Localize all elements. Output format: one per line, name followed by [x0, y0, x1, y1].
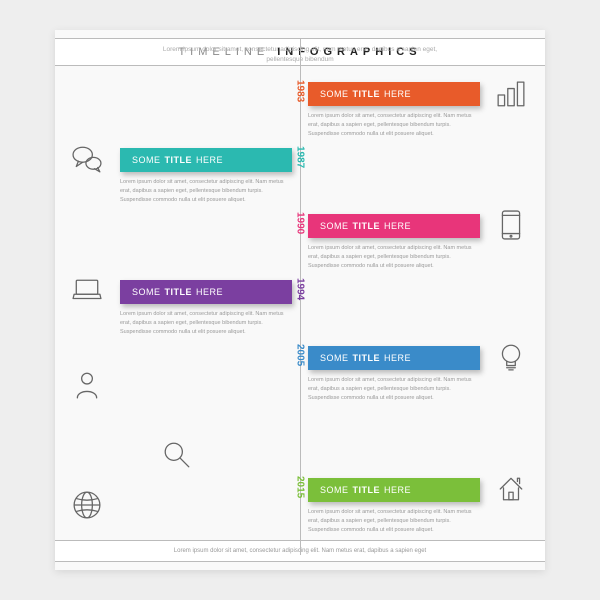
year-label-2005: 2005 [295, 344, 306, 366]
bulb-icon [496, 342, 526, 372]
tag-pre: SOME [132, 287, 161, 297]
bars-icon [496, 80, 526, 110]
globe-icon [72, 490, 102, 520]
tag-bold: TITLE [353, 485, 381, 495]
tag-post: HERE [384, 485, 411, 495]
tag-post: HERE [196, 155, 223, 165]
year-label-2015: 2015 [295, 476, 306, 498]
entry-body-0: Lorem ipsum dolor sit amet, consectetur … [308, 112, 480, 138]
entry-body-4: Lorem ipsum dolor sit amet, consectetur … [308, 376, 480, 402]
entry-tag-1: SOME TITLEHERE [120, 148, 292, 172]
entry-body-1: Lorem ipsum dolor sit amet, consectetur … [120, 178, 292, 204]
entry-tag-3: SOME TITLEHERE [120, 280, 292, 304]
tag-bold: TITLE [353, 221, 381, 231]
entry-tag-0: SOME TITLEHERE [308, 82, 480, 106]
entry-body-5: Lorem ipsum dolor sit amet, consectetur … [308, 508, 480, 534]
entry-body-2: Lorem ipsum dolor sit amet, consectetur … [308, 244, 480, 270]
entry-body-3: Lorem ipsum dolor sit amet, consectetur … [120, 310, 292, 336]
house-icon [496, 474, 526, 504]
year-label-1990: 1990 [295, 212, 306, 234]
tag-bold: TITLE [353, 89, 381, 99]
tag-bold: TITLE [165, 155, 193, 165]
year-label-1987: 1987 [295, 146, 306, 168]
person-icon [72, 370, 102, 400]
tag-post: HERE [384, 353, 411, 363]
entry-tag-4: SOME TITLEHERE [308, 346, 480, 370]
tag-pre: SOME [132, 155, 161, 165]
year-label-1994: 1994 [295, 278, 306, 300]
tag-pre: SOME [320, 485, 349, 495]
laptop-icon [72, 276, 102, 306]
tag-pre: SOME [320, 89, 349, 99]
entry-tag-5: SOME TITLEHERE [308, 478, 480, 502]
tag-bold: TITLE [165, 287, 193, 297]
search-icon [162, 440, 192, 470]
chat-icon [72, 144, 102, 174]
tag-bold: TITLE [353, 353, 381, 363]
phone-icon [496, 210, 526, 240]
tag-post: HERE [384, 221, 411, 231]
tag-post: HERE [196, 287, 223, 297]
tag-pre: SOME [320, 221, 349, 231]
year-label-1983: 1983 [295, 80, 306, 102]
tag-post: HERE [384, 89, 411, 99]
entry-tag-2: SOME TITLEHERE [308, 214, 480, 238]
tag-pre: SOME [320, 353, 349, 363]
